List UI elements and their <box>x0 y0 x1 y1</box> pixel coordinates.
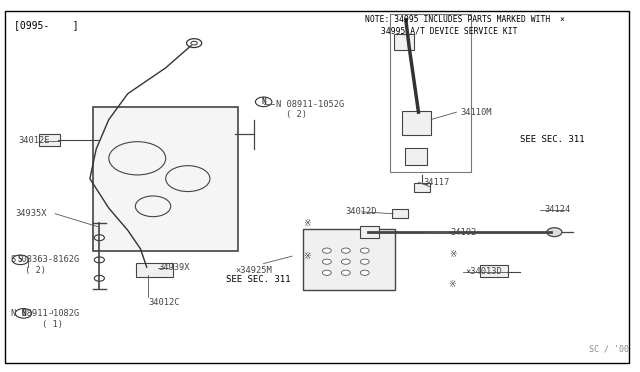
Circle shape <box>323 248 332 253</box>
Text: ( 2): ( 2) <box>26 266 47 275</box>
FancyBboxPatch shape <box>414 183 431 192</box>
Text: NOTE: 34995 INCLUDES PARTS MARKED WITH  ×: NOTE: 34995 INCLUDES PARTS MARKED WITH × <box>365 15 564 25</box>
FancyBboxPatch shape <box>404 148 428 164</box>
Text: 34124: 34124 <box>545 205 571 215</box>
Text: N: N <box>21 309 26 318</box>
Text: [0995-    ]: [0995- ] <box>14 20 79 31</box>
Text: ×34013D: ×34013D <box>465 267 502 276</box>
FancyBboxPatch shape <box>360 226 379 238</box>
Text: 34939X: 34939X <box>158 263 189 272</box>
FancyBboxPatch shape <box>93 107 238 251</box>
Circle shape <box>186 39 202 48</box>
Text: N 08911-1082G: N 08911-1082G <box>12 309 80 318</box>
Text: ※: ※ <box>303 251 310 261</box>
Text: ※: ※ <box>303 219 310 228</box>
FancyBboxPatch shape <box>303 229 395 291</box>
Text: 34117: 34117 <box>424 178 450 187</box>
Text: 34012C: 34012C <box>148 298 179 307</box>
Text: SEE SEC. 311: SEE SEC. 311 <box>226 275 290 283</box>
Circle shape <box>323 270 332 275</box>
Circle shape <box>323 259 332 264</box>
Text: 34102: 34102 <box>450 228 476 237</box>
Text: ( 2): ( 2) <box>286 109 307 119</box>
Text: ※: ※ <box>449 250 457 259</box>
Text: ※: ※ <box>448 280 456 289</box>
Circle shape <box>360 270 369 275</box>
Circle shape <box>94 257 104 263</box>
Circle shape <box>341 259 350 264</box>
Text: S 08363-8162G: S 08363-8162G <box>12 255 80 264</box>
Text: N 08911-1052G: N 08911-1052G <box>276 100 344 109</box>
Text: SEE SEC. 311: SEE SEC. 311 <box>520 135 584 144</box>
Text: 34995 A/T DEVICE SERVICE KIT: 34995 A/T DEVICE SERVICE KIT <box>381 26 517 35</box>
Circle shape <box>341 270 350 275</box>
FancyBboxPatch shape <box>136 263 173 277</box>
Text: 34012D: 34012D <box>346 207 378 217</box>
FancyBboxPatch shape <box>481 265 508 277</box>
FancyBboxPatch shape <box>402 111 431 135</box>
Circle shape <box>360 259 369 264</box>
Text: SC / '00: SC / '00 <box>589 345 629 354</box>
Text: N: N <box>261 97 266 106</box>
FancyBboxPatch shape <box>394 33 414 51</box>
Text: ( 1): ( 1) <box>42 320 63 329</box>
Text: S: S <box>18 255 22 264</box>
Text: 34110M: 34110M <box>460 108 492 117</box>
Circle shape <box>94 275 104 281</box>
Text: ×34925M: ×34925M <box>236 266 272 275</box>
FancyBboxPatch shape <box>39 134 60 146</box>
Circle shape <box>94 235 104 241</box>
Text: 34012E: 34012E <box>19 136 50 145</box>
FancyBboxPatch shape <box>392 209 408 218</box>
Circle shape <box>341 248 350 253</box>
Circle shape <box>547 228 562 237</box>
Circle shape <box>360 248 369 253</box>
Text: 34935X: 34935X <box>15 209 47 218</box>
